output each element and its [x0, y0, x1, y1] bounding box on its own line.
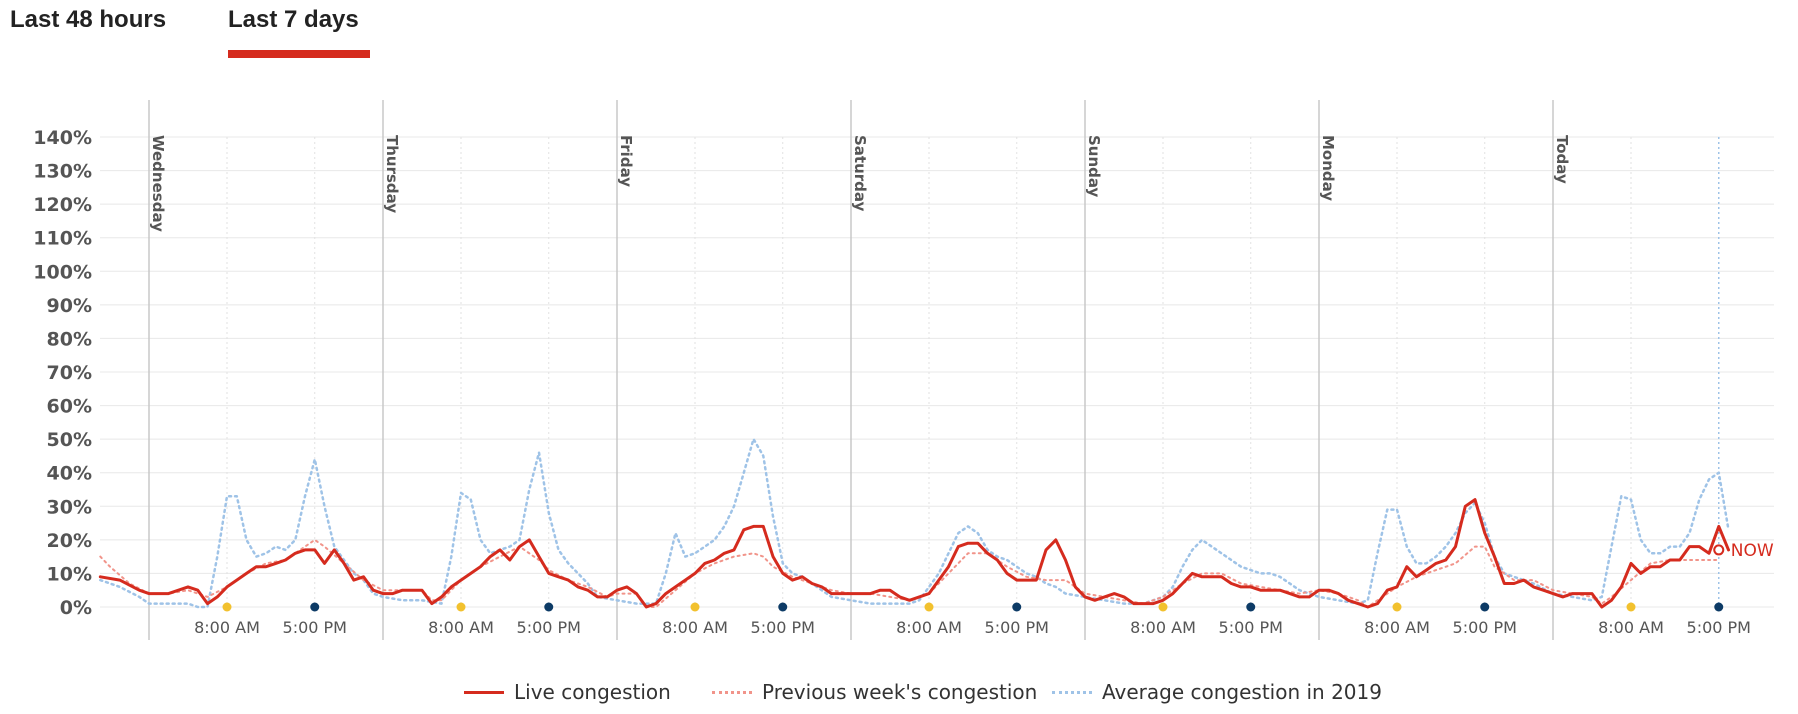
now-label: NOW	[1731, 541, 1774, 561]
legend-swatch-previous-week	[712, 690, 752, 694]
average-2019-line	[99, 437, 1730, 609]
y-tick-label: 0%	[60, 597, 92, 619]
y-tick-label: 90%	[47, 295, 92, 317]
legend-swatch-live	[464, 690, 504, 694]
time-tick-label: 5:00 PM	[1687, 618, 1751, 637]
day-label: Sunday	[1085, 135, 1103, 198]
y-tick-label: 20%	[47, 530, 92, 552]
morning-marker-dot	[1392, 602, 1402, 612]
legend-item-previous-week: Previous week's congestion	[712, 680, 1037, 704]
y-tick-label: 40%	[47, 463, 92, 485]
morning-marker-dot	[456, 602, 466, 612]
y-tick-label: 80%	[47, 328, 92, 350]
time-tick-label: 5:00 PM	[751, 618, 815, 637]
legend-label-average-2019: Average congestion in 2019	[1102, 680, 1382, 704]
now-point	[1713, 544, 1725, 556]
active-tab-indicator	[228, 50, 370, 58]
evening-marker-dot	[1480, 602, 1490, 612]
time-tick-label: 8:00 AM	[662, 618, 728, 637]
day-label: Wednesday	[149, 135, 167, 232]
time-tick-label: 5:00 PM	[1219, 618, 1283, 637]
day-label: Friday	[617, 135, 635, 187]
evening-marker-dot	[544, 602, 554, 612]
morning-marker-dot	[1158, 602, 1168, 612]
legend-label-previous-week: Previous week's congestion	[762, 680, 1038, 704]
legend-swatch-average-2019	[1052, 690, 1092, 694]
y-tick-label: 130%	[33, 161, 92, 183]
y-tick-label: 100%	[33, 261, 92, 283]
congestion-chart: 0% 10% 20% 30% 40% 50% 60% 70% 80% 90% 100% 110% 120…	[33, 100, 1774, 640]
time-tick-label: 8:00 AM	[1364, 618, 1430, 637]
morning-marker-dot	[924, 602, 934, 612]
y-tick-label: 140%	[33, 127, 92, 149]
y-tick-label: 10%	[47, 563, 92, 585]
y-tick-label: 50%	[47, 429, 92, 451]
time-tick-label: 5:00 PM	[1453, 618, 1517, 637]
day-label: Thursday	[383, 135, 401, 213]
time-tick-label: 5:00 PM	[517, 618, 581, 637]
time-tick-label: 8:00 AM	[428, 618, 494, 637]
y-tick-label: 110%	[33, 228, 92, 250]
legend-item-average-2019: Average congestion in 2019	[1052, 680, 1382, 704]
day-label: Monday	[1319, 135, 1337, 201]
morning-marker-dot	[222, 602, 232, 612]
tab-last-7-days[interactable]: Last 7 days	[228, 6, 359, 33]
morning-marker-dot	[1626, 602, 1636, 612]
time-tick-label: 5:00 PM	[985, 618, 1049, 637]
legend-label-live: Live congestion	[514, 680, 671, 704]
time-tick-label: 8:00 AM	[1598, 618, 1664, 637]
time-tick-label: 8:00 AM	[1130, 618, 1196, 637]
time-tick-label: 8:00 AM	[896, 618, 962, 637]
y-tick-label: 30%	[47, 496, 92, 518]
morning-marker-dot	[690, 602, 700, 612]
time-tick-label: 5:00 PM	[283, 618, 347, 637]
evening-marker-dot	[1246, 602, 1256, 612]
evening-marker-dot	[310, 602, 320, 612]
y-tick-label: 70%	[47, 362, 92, 384]
live-congestion-line	[98, 498, 1730, 609]
day-label: Today	[1553, 135, 1571, 184]
evening-marker-dot	[778, 602, 788, 612]
day-label: Saturday	[851, 135, 869, 212]
y-tick-label: 60%	[47, 396, 92, 418]
previous-week-line	[99, 538, 1720, 608]
legend-item-live: Live congestion	[464, 680, 671, 704]
tab-last-48-hours[interactable]: Last 48 hours	[10, 6, 167, 33]
chart-legend: Live congestion Previous week's congesti…	[0, 680, 1798, 710]
evening-marker-dot	[1012, 602, 1022, 612]
y-tick-label: 120%	[33, 194, 92, 216]
time-tick-label: 8:00 AM	[194, 618, 260, 637]
evening-marker-dot	[1714, 602, 1724, 612]
